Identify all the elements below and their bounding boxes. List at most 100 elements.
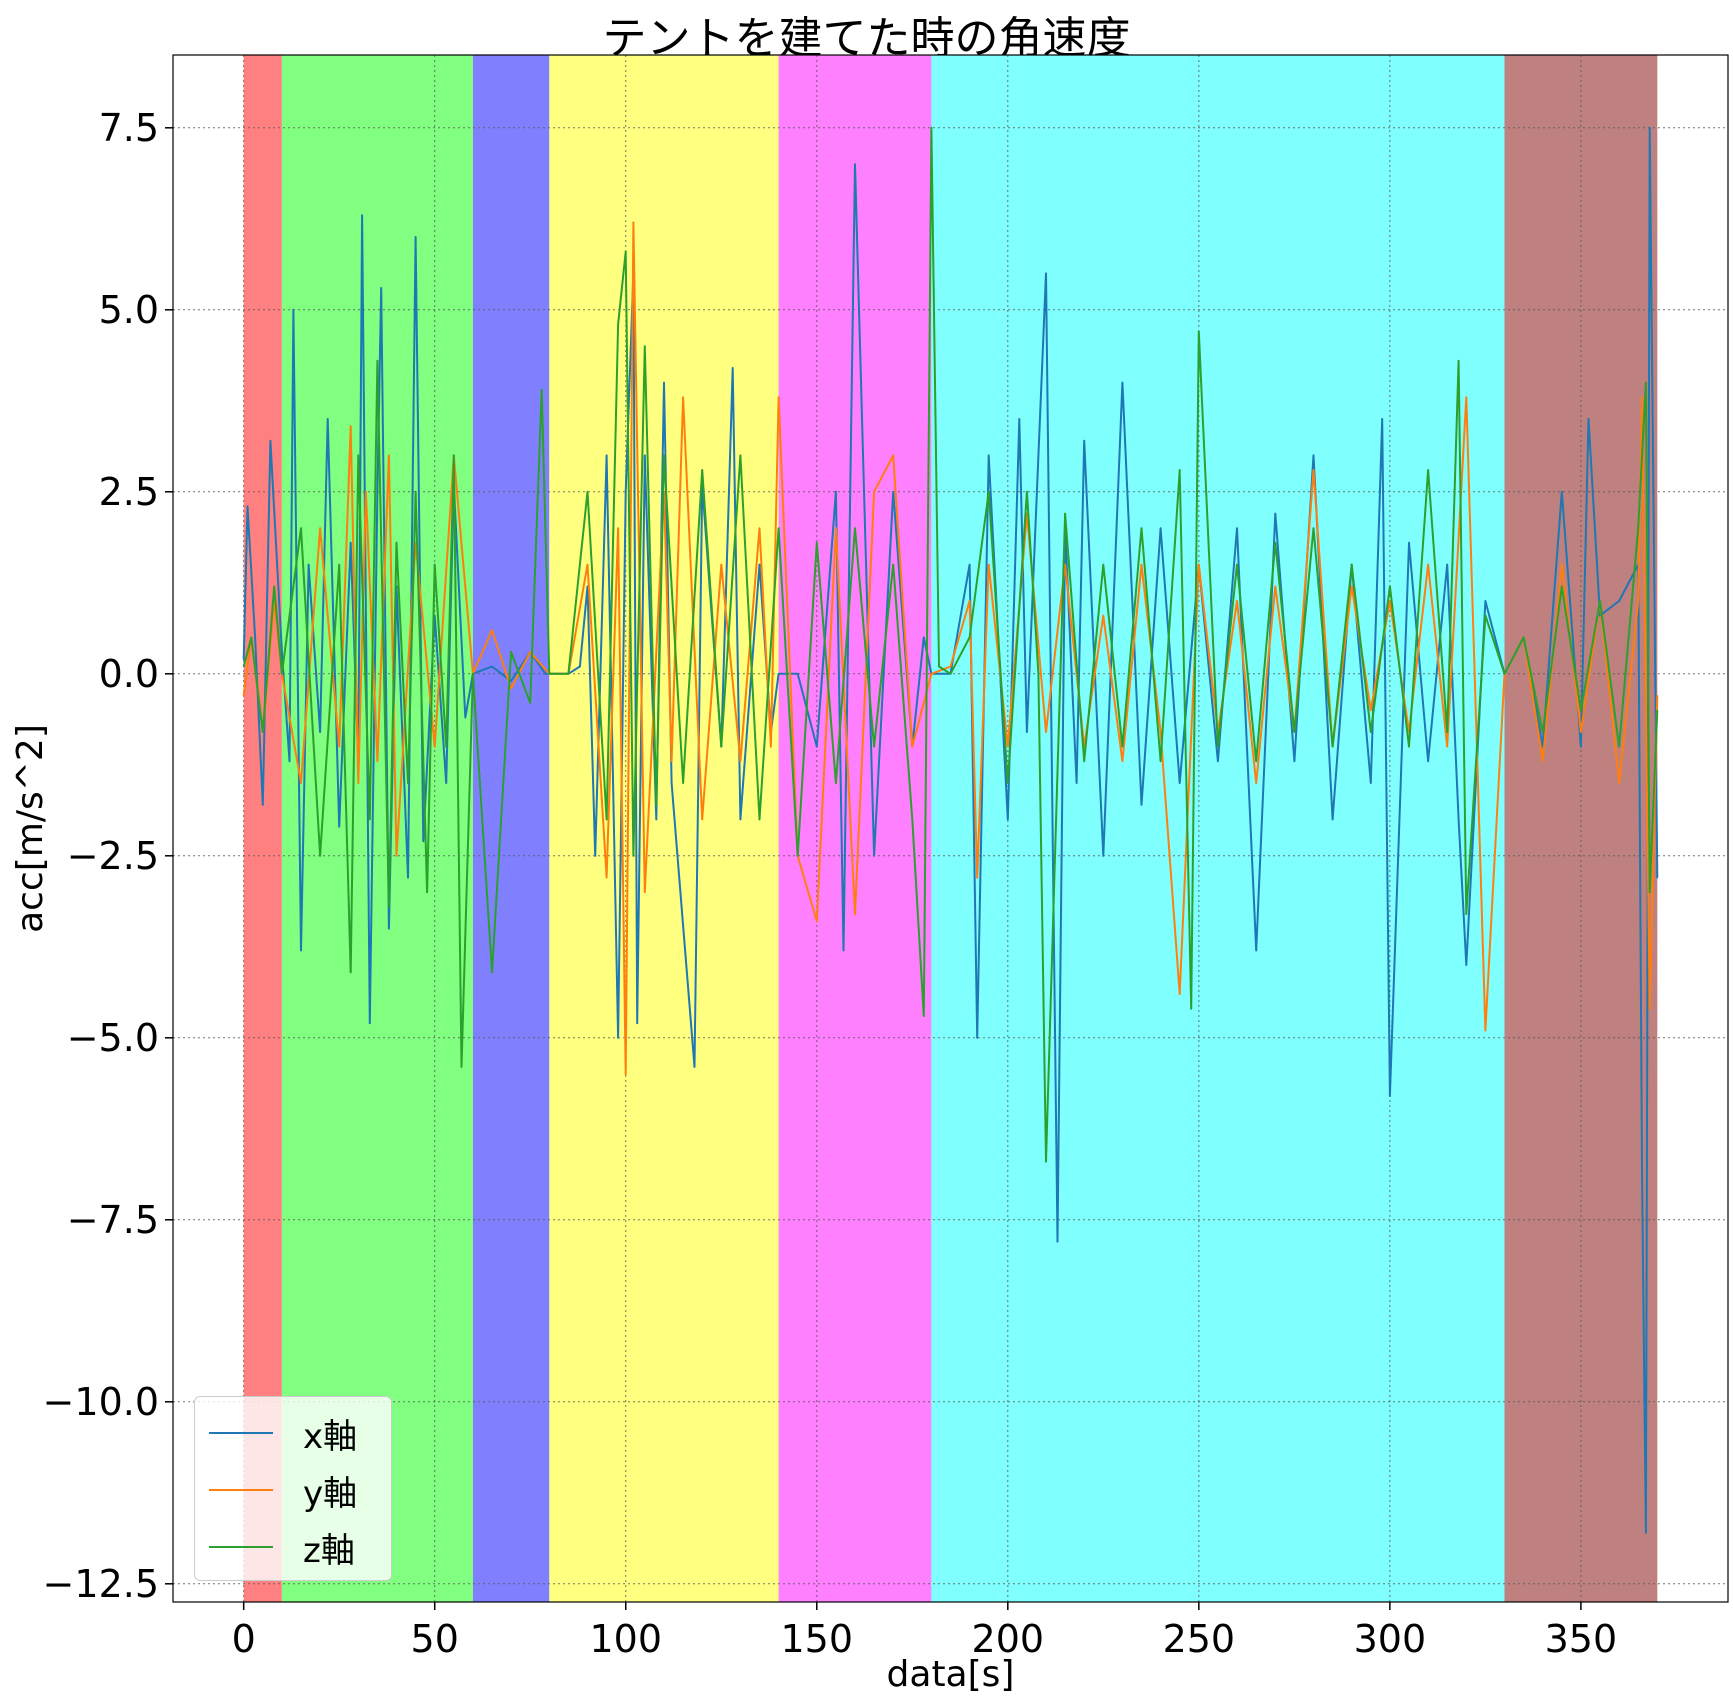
- x-tick-label-1: 50: [411, 1617, 459, 1661]
- data-point: [892, 454, 894, 457]
- data-point: [491, 629, 493, 631]
- data-point: [1637, 527, 1640, 529]
- data-point: [300, 782, 302, 784]
- data-point: [987, 491, 990, 493]
- data-point: [758, 818, 761, 821]
- data-point: [388, 927, 390, 930]
- data-point: [307, 563, 310, 566]
- data-point: [319, 855, 321, 857]
- data-point: [835, 491, 837, 493]
- data-point: [1026, 491, 1028, 493]
- data-point: [987, 563, 990, 566]
- data-point: [1140, 563, 1143, 566]
- data-point: [655, 818, 658, 821]
- data-point: [624, 1073, 627, 1075]
- data-point: [395, 855, 398, 857]
- data-point: [1561, 491, 1563, 493]
- data-point: [777, 527, 780, 529]
- legend: x軸 y軸 z軸: [194, 1396, 392, 1581]
- data-point: [349, 971, 352, 974]
- data-point: [1408, 745, 1410, 748]
- data-point: [319, 731, 321, 733]
- data-point: [644, 454, 646, 457]
- data-point: [1255, 782, 1257, 784]
- data-point: [1293, 760, 1296, 762]
- data-point: [1045, 272, 1047, 275]
- data-point: [1599, 614, 1601, 617]
- data-point: [414, 236, 417, 238]
- data-point: [1637, 600, 1640, 602]
- data-point: [632, 221, 635, 224]
- data-point: [1389, 585, 1391, 588]
- data-point: [357, 782, 360, 784]
- data-point: [1274, 585, 1277, 588]
- data-point: [548, 673, 551, 675]
- data-point: [968, 636, 971, 639]
- legend-item-z: z軸: [209, 1527, 355, 1571]
- data-point: [445, 745, 447, 748]
- data-point: [586, 491, 589, 493]
- data-point: [949, 665, 952, 668]
- data-point: [1541, 760, 1544, 762]
- data-point: [261, 731, 264, 733]
- y-tick-label-8: −12.5: [43, 1562, 159, 1606]
- data-point: [567, 673, 570, 675]
- data-point: [1121, 760, 1124, 762]
- data-point: [1427, 469, 1429, 471]
- data-point: [1331, 818, 1334, 821]
- data-point: [1599, 600, 1601, 602]
- data-point: [1389, 1095, 1391, 1097]
- x-tick-label-0: 0: [232, 1617, 256, 1661]
- data-point: [854, 527, 856, 529]
- data-point: [1178, 993, 1181, 995]
- data-point: [1007, 745, 1009, 748]
- phase-span-4: [778, 55, 932, 1602]
- data-point: [815, 745, 818, 748]
- data-point: [544, 673, 547, 675]
- data-point: [433, 563, 436, 566]
- data-point: [1007, 818, 1009, 821]
- data-point: [938, 665, 940, 668]
- data-point: [529, 702, 532, 704]
- data-point: [1312, 527, 1315, 529]
- data-point: [777, 673, 780, 675]
- data-point: [1102, 855, 1105, 857]
- data-point: [1561, 585, 1563, 588]
- legend-item-x: x軸: [209, 1413, 357, 1457]
- data-point: [540, 389, 543, 391]
- data-point: [388, 905, 390, 908]
- data-point: [1178, 469, 1181, 471]
- data-point: [1618, 782, 1620, 784]
- data-point: [1446, 563, 1448, 566]
- data-point: [1064, 512, 1066, 515]
- data-point: [1427, 760, 1429, 762]
- data-point: [1236, 563, 1238, 566]
- data-point: [1369, 731, 1372, 733]
- data-point: [1484, 1029, 1487, 1032]
- data-point: [976, 876, 979, 879]
- data-point: [796, 855, 799, 857]
- y-axis-label: acc[m/s^2]: [10, 724, 51, 933]
- data-point: [1159, 760, 1162, 762]
- data-point: [338, 825, 340, 828]
- data-point: [815, 541, 818, 544]
- data-point: [1255, 760, 1257, 762]
- data-point: [1121, 745, 1124, 748]
- data-point: [739, 454, 742, 457]
- x-tick-label-4: 200: [972, 1617, 1045, 1661]
- data-point: [242, 694, 245, 697]
- data-point: [1465, 964, 1468, 966]
- data-point: [1140, 527, 1143, 529]
- y-tick-label-3: 0.0: [99, 652, 159, 696]
- data-point: [349, 541, 352, 544]
- y-tick-label-5: −5.0: [67, 1016, 159, 1060]
- data-point: [987, 454, 990, 457]
- data-point: [739, 760, 742, 762]
- data-point: [968, 563, 971, 566]
- data-point: [464, 716, 467, 719]
- data-point: [261, 804, 264, 806]
- data-point: [1503, 673, 1506, 675]
- data-point: [376, 359, 379, 362]
- data-point: [338, 745, 340, 748]
